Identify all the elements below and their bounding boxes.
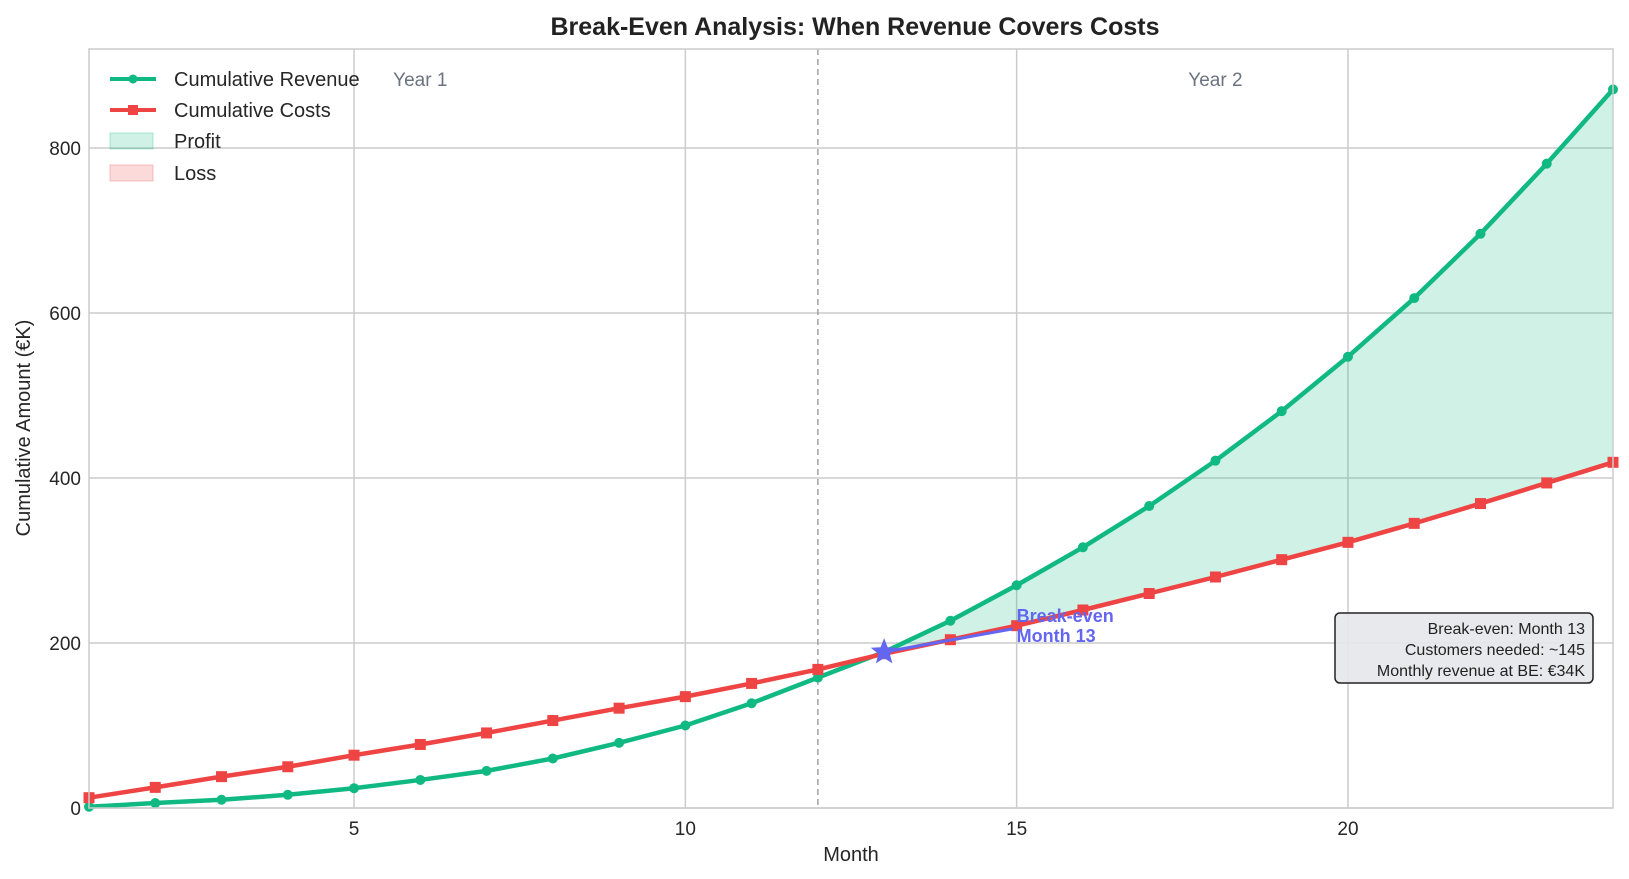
costs-point	[1541, 477, 1553, 489]
costs-point	[1474, 498, 1486, 510]
costs-point	[1209, 571, 1221, 583]
y-tick-label: 600	[49, 304, 81, 325]
revenue-point	[282, 789, 293, 800]
legend-profit-label: Profit	[174, 131, 221, 153]
fill-areas	[873, 89, 1613, 657]
revenue-point	[150, 798, 161, 809]
revenue-point	[614, 737, 625, 748]
revenue-point	[1475, 228, 1486, 239]
info-box-frame	[1334, 612, 1594, 684]
chart-title: Break-Even Analysis: When Revenue Covers…	[550, 13, 1159, 41]
revenue-point	[812, 672, 823, 683]
revenue-point	[1210, 455, 1221, 466]
x-tick-label: 5	[349, 819, 360, 840]
costs-point	[812, 663, 824, 675]
costs-point	[348, 749, 360, 761]
revenue-point	[945, 615, 956, 626]
info-customers: Customers needed: ~145	[1405, 642, 1585, 659]
costs-point	[1342, 536, 1354, 548]
x-tick-label: 15	[1006, 819, 1027, 840]
y-tick-label: 200	[49, 634, 81, 655]
revenue-line	[88, 87, 1615, 810]
legend-revenue-marker	[128, 74, 138, 84]
profit-area	[873, 89, 1613, 657]
revenue-point	[680, 720, 691, 731]
revenue-point	[746, 698, 757, 709]
revenue-point	[216, 794, 227, 805]
costs-point	[679, 691, 691, 703]
y-tick-label: 0	[70, 799, 81, 820]
y-axis-label: Cumulative Amount (€K)	[13, 320, 35, 537]
costs-line	[88, 460, 1614, 800]
y-tick-label: 800	[49, 139, 81, 160]
costs-point	[1276, 554, 1288, 566]
legend-loss-label: Loss	[174, 163, 216, 185]
series-lines	[83, 84, 1619, 812]
costs-point	[282, 761, 294, 773]
costs-point	[414, 738, 426, 750]
revenue-point	[1144, 501, 1155, 512]
legend-costs-marker	[128, 105, 138, 115]
x-axis-label: Month	[823, 844, 879, 866]
costs-point	[613, 702, 625, 714]
y-tick-label: 400	[49, 469, 81, 490]
revenue-point	[349, 783, 360, 794]
revenue-point	[415, 774, 426, 785]
costs-point	[1143, 588, 1155, 599]
break-even-arrow	[883, 627, 1013, 654]
info-box: Break-even: Month 13 Customers needed: ~…	[1334, 612, 1594, 684]
plot-frame	[88, 48, 1614, 809]
break-even-star-marker	[870, 638, 898, 664]
x-tick-label: 10	[675, 819, 696, 840]
costs-point	[216, 771, 228, 783]
costs-point	[547, 715, 559, 727]
legend-loss-swatch	[109, 164, 154, 182]
revenue-point	[1409, 293, 1420, 304]
costs-point	[1077, 604, 1089, 616]
revenue-point	[1276, 406, 1287, 417]
info-monthly-revenue: Monthly revenue at BE: €34K	[1377, 663, 1585, 680]
costs-point	[149, 781, 161, 793]
legend-profit-swatch	[109, 132, 154, 150]
costs-point	[1408, 517, 1420, 529]
costs-point	[746, 677, 758, 689]
legend-revenue-label: Cumulative Revenue	[174, 69, 360, 91]
revenue-point	[1077, 542, 1088, 553]
year-2-label: Year 2	[1188, 70, 1242, 91]
legend-costs-label: Cumulative Costs	[174, 100, 331, 122]
revenue-point	[481, 765, 492, 776]
x-tick-label: 20	[1337, 819, 1358, 840]
break-even-month-label: Month 13	[1017, 626, 1096, 646]
costs-point	[1011, 620, 1023, 632]
costs-point	[481, 727, 493, 739]
revenue-point	[547, 753, 558, 764]
revenue-point	[1541, 158, 1552, 169]
legend: Cumulative Revenue Profit Loss Cumulativ…	[109, 69, 360, 185]
break-even-annotation: Break-even Month 13	[870, 606, 1114, 664]
info-break-even: Break-even: Month 13	[1428, 621, 1586, 638]
revenue-point	[1342, 351, 1353, 362]
year-1-label: Year 1	[393, 70, 447, 91]
break-even-label: Break-even	[1017, 606, 1114, 626]
revenue-point	[1011, 580, 1022, 591]
